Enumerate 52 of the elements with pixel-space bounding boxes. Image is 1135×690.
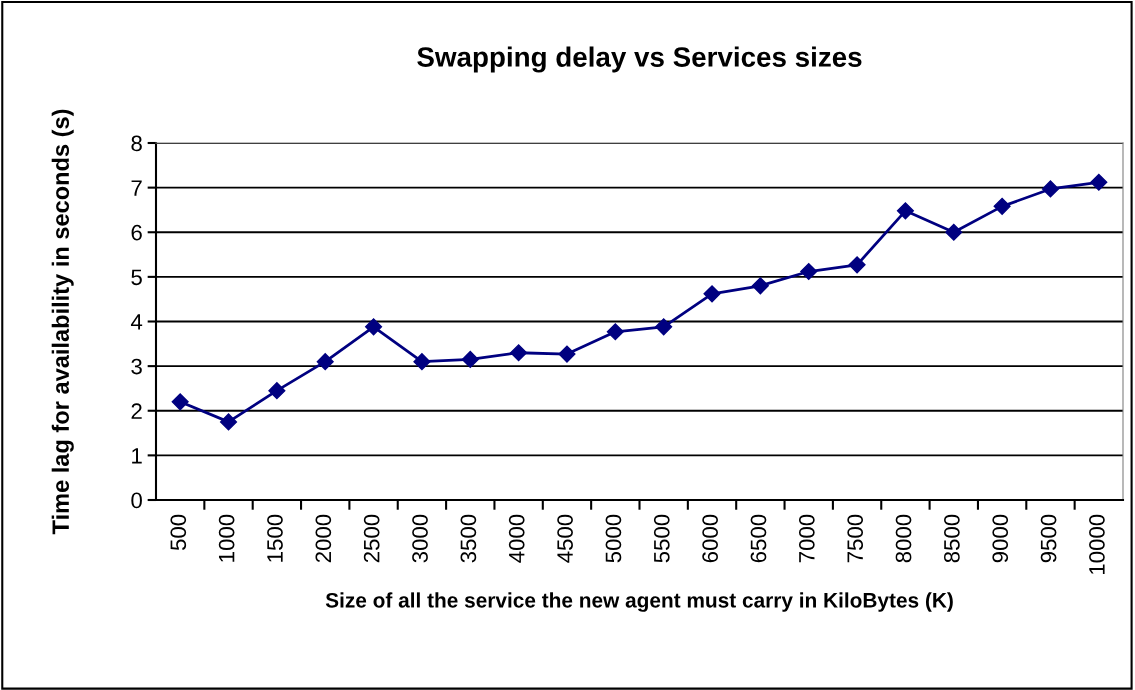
x-tick-label: 1500 xyxy=(267,514,283,562)
x-axis-title: Size of all the service the new agent must carry in KiloBytes (K) xyxy=(325,592,953,612)
y-tick-label: 6 xyxy=(131,224,142,241)
x-tick-label: 8500 xyxy=(944,514,960,563)
point xyxy=(461,350,479,368)
x-tick-label: 5500 xyxy=(653,514,670,563)
point xyxy=(896,202,914,220)
y-tick-label: 2 xyxy=(131,403,142,419)
x-tick-label: 7500 xyxy=(847,514,864,563)
point xyxy=(268,382,286,400)
y-tick-label: 7 xyxy=(131,180,142,196)
point xyxy=(993,197,1011,215)
x-tick-label: 1000 xyxy=(218,514,235,562)
y-tick-label: 0 xyxy=(131,492,142,509)
x-tick-label: 3000 xyxy=(412,514,428,563)
x-tick-label: 2000 xyxy=(315,514,332,563)
x-tick-label: 9500 xyxy=(1040,514,1057,563)
y-tick-label: 1 xyxy=(132,448,142,464)
x-tick-label: 4000 xyxy=(508,514,525,563)
point xyxy=(655,318,673,336)
chart-title: Swapping delay vs Services sizes xyxy=(417,46,862,73)
point xyxy=(413,353,431,371)
y-tick-label: 3 xyxy=(131,358,142,375)
point xyxy=(316,353,334,371)
x-tick-label: 10000 xyxy=(1089,514,1105,574)
point xyxy=(510,344,528,362)
x-tick-label: 500 xyxy=(170,514,187,551)
point xyxy=(1090,173,1108,191)
point xyxy=(219,413,238,431)
y-axis-title: Time lag for availability in seconds (s) xyxy=(51,109,74,535)
x-tick-label: 5000 xyxy=(605,514,622,563)
point xyxy=(365,318,383,336)
x-tick-label: 2500 xyxy=(363,514,380,563)
x-tick-label: 8000 xyxy=(895,514,912,563)
point xyxy=(800,262,818,281)
point xyxy=(558,345,576,363)
point xyxy=(171,393,189,411)
x-tick-label: 4500 xyxy=(557,514,573,563)
x-tick-label: 7000 xyxy=(798,514,815,563)
x-tick-label: 9000 xyxy=(992,514,1009,563)
y-tick-label: 5 xyxy=(131,269,142,286)
point xyxy=(751,277,769,295)
point xyxy=(945,223,963,241)
point xyxy=(1041,180,1060,198)
x-tick-label: 6500 xyxy=(750,514,767,563)
point xyxy=(703,285,721,303)
point xyxy=(606,323,624,341)
x-tick-label: 6000 xyxy=(702,514,718,563)
y-tick-label: 4 xyxy=(130,314,143,330)
x-tick-label: 3500 xyxy=(460,514,477,563)
y-tick-label: 8 xyxy=(131,135,142,152)
point xyxy=(848,256,866,274)
